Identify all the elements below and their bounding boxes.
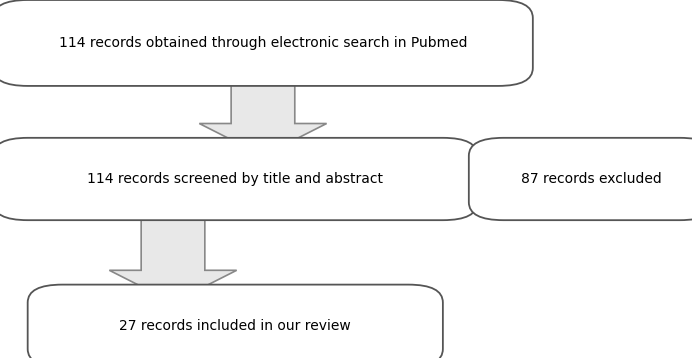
FancyBboxPatch shape — [0, 0, 533, 86]
FancyBboxPatch shape — [469, 138, 692, 220]
Text: 87 records excluded: 87 records excluded — [521, 172, 662, 186]
Polygon shape — [446, 156, 505, 202]
FancyBboxPatch shape — [0, 138, 477, 220]
Text: 27 records included in our review: 27 records included in our review — [120, 319, 351, 333]
FancyBboxPatch shape — [28, 285, 443, 358]
Polygon shape — [199, 68, 327, 156]
Text: 114 records obtained through electronic search in Pubmed: 114 records obtained through electronic … — [59, 36, 467, 50]
Text: 114 records screened by title and abstract: 114 records screened by title and abstra… — [87, 172, 383, 186]
Polygon shape — [109, 202, 237, 303]
